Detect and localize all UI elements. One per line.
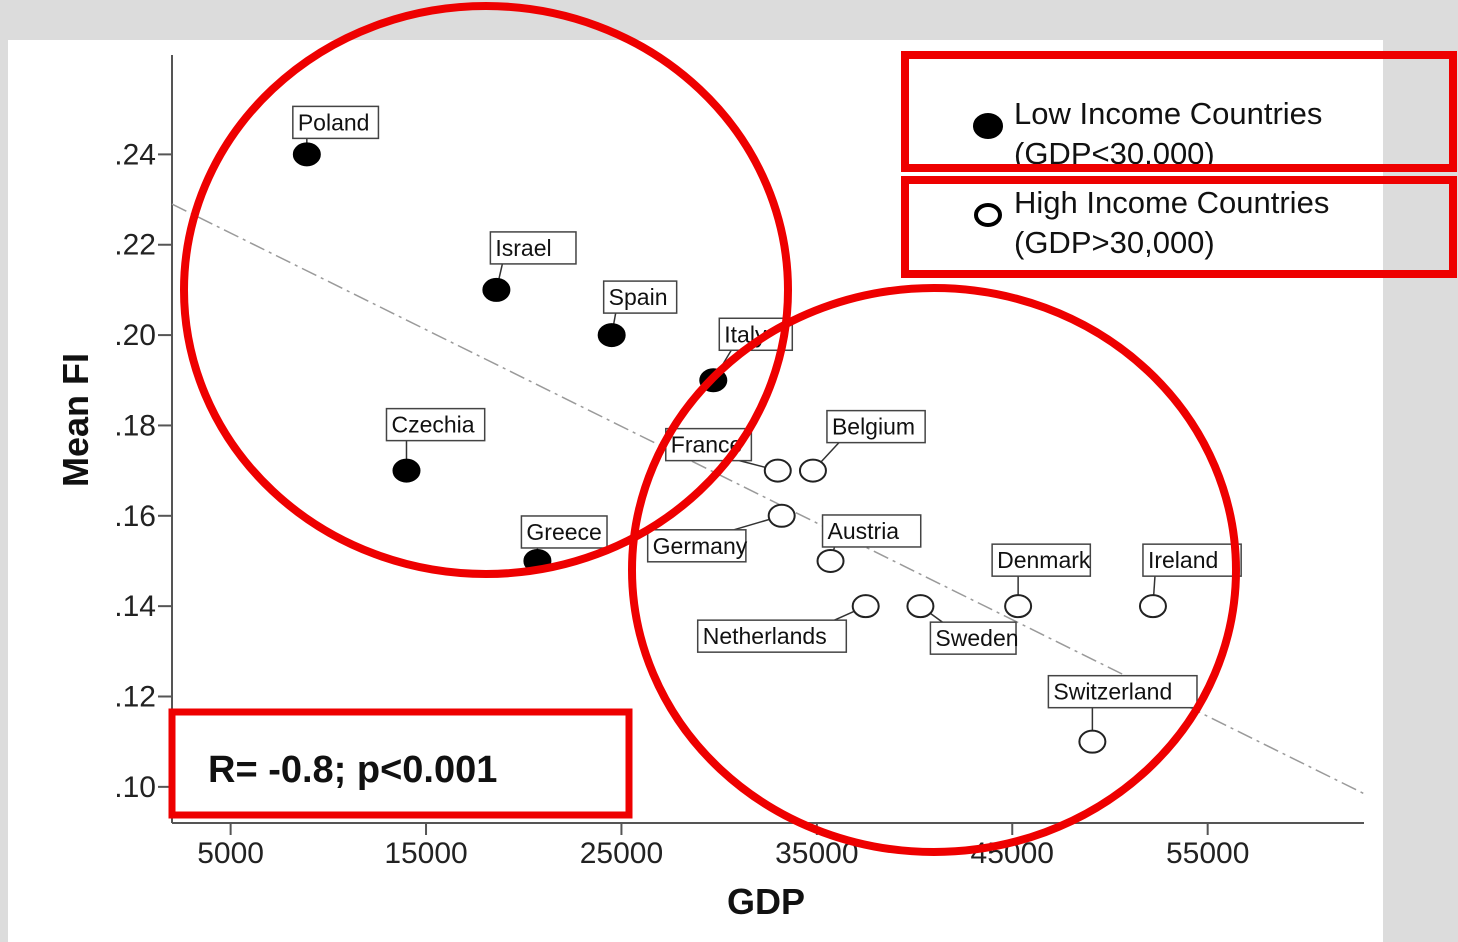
y-tick-label: .14: [114, 590, 156, 623]
data-label: Belgium: [832, 414, 915, 440]
y-tick-label: .20: [114, 319, 156, 352]
data-label: Spain: [609, 284, 668, 310]
y-tick-label: .22: [114, 229, 156, 262]
data-point-high-income: [1004, 594, 1033, 619]
data-label-box: [385, 407, 486, 442]
data-label: Ireland: [1148, 547, 1218, 573]
data-label: Austria: [828, 518, 900, 544]
data-label-box: [646, 529, 747, 563]
data-point-low-income: [597, 323, 626, 348]
data-point-low-income: [392, 458, 421, 483]
legend-label-sub: (GDP>30,000): [1014, 225, 1215, 260]
x-axis-title: GDP: [727, 881, 805, 922]
data-label-box: [991, 543, 1092, 577]
data-label-box: [489, 231, 577, 265]
data-label: Germany: [653, 533, 748, 559]
data-point-high-income: [1078, 729, 1107, 754]
data-label-box: [292, 105, 380, 140]
x-tick-label: 55000: [1166, 837, 1249, 870]
data-label-box: [826, 409, 926, 444]
data-label: Israel: [495, 235, 551, 261]
data-label: Czechia: [391, 412, 474, 438]
data-label: Netherlands: [703, 623, 827, 649]
stats-highlight-box: [168, 708, 633, 819]
data-label-box: [602, 280, 678, 314]
y-axis-title: Mean FI: [55, 353, 96, 487]
data-label: Poland: [298, 109, 370, 135]
y-tick-label: .24: [114, 138, 156, 171]
data-point-high-income: [851, 594, 880, 619]
stats-annotation: R= -0.8; p<0.001: [168, 708, 633, 819]
data-label: Greece: [526, 519, 601, 545]
data-point-low-income: [292, 142, 321, 167]
data-label: Switzerland: [1053, 679, 1172, 705]
data-label: Denmark: [997, 547, 1091, 573]
data-point-high-income: [1138, 594, 1167, 619]
x-tick-label: 25000: [580, 837, 663, 870]
legend: Low Income Countries(GDP<30,000)High Inc…: [973, 96, 1329, 260]
data-label: Sweden: [935, 625, 1018, 651]
high-income-cluster-circle: [628, 284, 1240, 856]
legend-highlight-box-low: [901, 51, 1457, 172]
data-point-high-income: [798, 458, 827, 483]
low-income-cluster-circle: [180, 2, 792, 578]
y-tick-label: .10: [114, 771, 156, 804]
data-label-box: [520, 515, 608, 549]
data-point-high-income: [816, 548, 845, 573]
legend-highlight-box-high: [901, 176, 1457, 278]
data-point-high-income: [767, 503, 796, 528]
y-tick-label: .16: [114, 500, 156, 533]
data-label-box: [929, 621, 1017, 655]
stats-text: R= -0.8; p<0.001: [208, 749, 497, 791]
legend-marker-filled: [973, 113, 1003, 139]
x-tick-label: 5000: [197, 837, 264, 870]
x-tick-label: 15000: [384, 837, 467, 870]
data-label-box: [1142, 543, 1242, 577]
y-tick-label: .12: [114, 681, 156, 714]
legend-label: High Income Countries: [1014, 185, 1329, 220]
data-point-high-income: [763, 458, 792, 483]
y-tick-label: .18: [114, 409, 156, 442]
data-label-box: [821, 514, 922, 548]
data-label-box: [696, 619, 848, 653]
points-layer: PolandIsraelSpainItalyCzechiaGreeceFranc…: [292, 105, 1242, 754]
data-label-box: [1047, 674, 1198, 709]
data-point-high-income: [906, 594, 935, 619]
legend-label: Low Income Countries: [1014, 96, 1322, 131]
data-point-low-income: [482, 277, 511, 302]
legend-marker-hollow: [974, 203, 1002, 227]
highlight-layer: [180, 2, 1457, 856]
